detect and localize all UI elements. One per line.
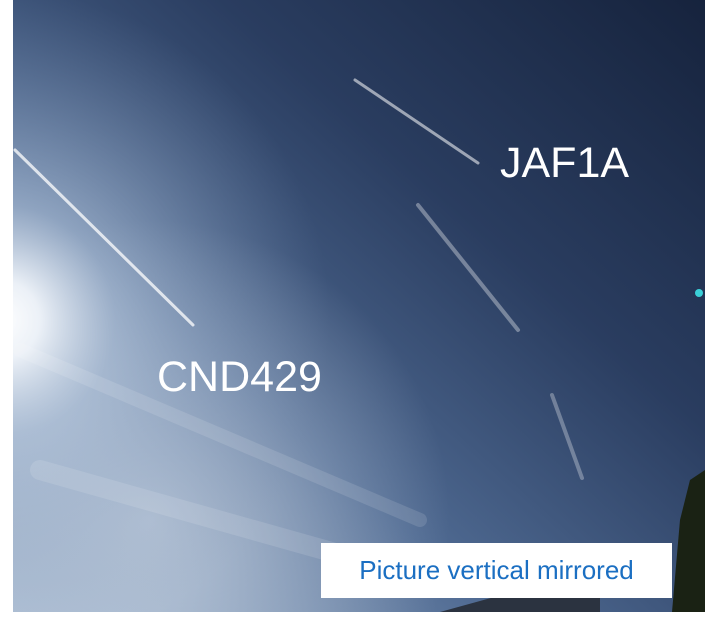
- photo-view: JAF1A CND429 Picture vertical mirrored: [0, 0, 705, 620]
- aircraft-label: CND429: [157, 356, 322, 399]
- sun-glare: [13, 0, 705, 612]
- aircraft-label: JAF1A: [500, 142, 629, 185]
- sky-photo: [0, 0, 705, 620]
- caption: Picture vertical mirrored: [359, 555, 634, 586]
- caption-box: Picture vertical mirrored: [321, 543, 672, 598]
- lens-flare: [695, 289, 703, 297]
